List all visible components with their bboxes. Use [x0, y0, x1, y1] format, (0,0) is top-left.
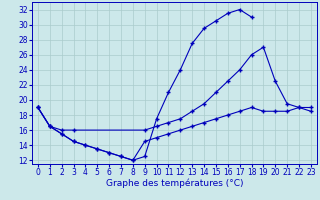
X-axis label: Graphe des températures (°C): Graphe des températures (°C) — [106, 179, 243, 188]
